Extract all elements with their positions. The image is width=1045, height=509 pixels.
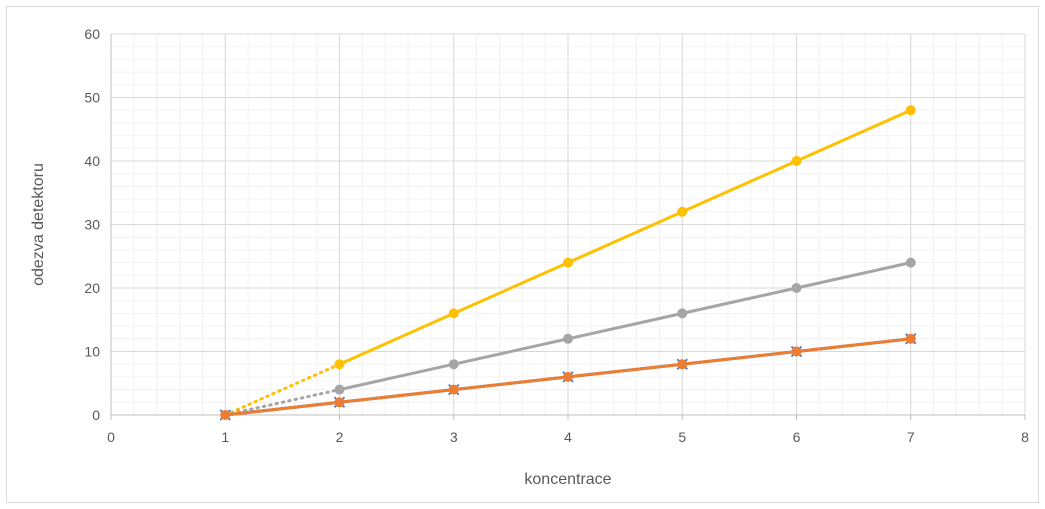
series-1-point xyxy=(334,359,345,370)
series-4-point xyxy=(905,333,916,344)
y-tick-label: 40 xyxy=(84,153,100,169)
series-1-point xyxy=(905,105,916,116)
y-axis-title: odezva detektoru xyxy=(30,163,47,286)
series-1-point xyxy=(563,257,573,268)
x-tick-label: 6 xyxy=(793,429,801,445)
y-tick-label: 30 xyxy=(84,217,100,233)
series-2-point xyxy=(905,257,916,268)
series-4-point xyxy=(563,371,573,382)
x-tick-label: 1 xyxy=(221,429,229,445)
x-tick-label: 4 xyxy=(564,429,572,445)
y-tick-label: 20 xyxy=(84,280,100,296)
tick-labels: 0 1 2 3 4 5 6 7 8 0 10 20 30 40 50 60 xyxy=(84,26,1029,445)
series-4-point xyxy=(448,384,459,395)
series-layer xyxy=(219,105,917,421)
axes xyxy=(110,34,1026,420)
series-2-dotted-segment xyxy=(223,388,341,417)
x-tick-label: 7 xyxy=(907,429,915,445)
series-2-point xyxy=(677,308,688,319)
series-2 xyxy=(223,257,916,417)
series-2-point xyxy=(791,283,802,293)
x-tick-label: 0 xyxy=(107,429,115,445)
series-1-line xyxy=(338,108,912,366)
series-4 xyxy=(220,333,916,420)
y-tick-label: 10 xyxy=(84,344,100,360)
series-1-point xyxy=(448,308,459,319)
series-4-point xyxy=(334,397,345,408)
series-4-point xyxy=(220,410,231,420)
series-2-point xyxy=(334,384,345,395)
major-gridlines xyxy=(111,33,1026,415)
x-tick-label: 2 xyxy=(336,429,344,445)
y-tick-label: 0 xyxy=(92,407,100,423)
series-1-point xyxy=(677,206,688,217)
y-tick-label: 60 xyxy=(84,26,100,42)
x-tick-label: 5 xyxy=(678,429,686,445)
series-2-point xyxy=(563,333,573,344)
series-4-point xyxy=(791,346,802,357)
y-tick-label: 50 xyxy=(84,90,100,106)
series-1 xyxy=(223,105,916,417)
x-tick-label: 8 xyxy=(1021,429,1029,445)
series-2-point xyxy=(448,359,459,370)
series-1-point xyxy=(791,156,802,166)
series-4-point xyxy=(677,359,688,370)
x-tick-label: 3 xyxy=(450,429,458,445)
x-axis-title: koncentrace xyxy=(524,471,611,488)
series-2-line xyxy=(339,261,912,392)
series-1-dotted-segment xyxy=(223,362,341,417)
